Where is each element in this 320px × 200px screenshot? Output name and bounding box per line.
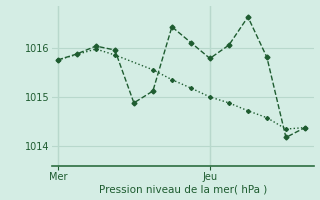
X-axis label: Pression niveau de la mer( hPa ): Pression niveau de la mer( hPa ) [99, 184, 268, 194]
